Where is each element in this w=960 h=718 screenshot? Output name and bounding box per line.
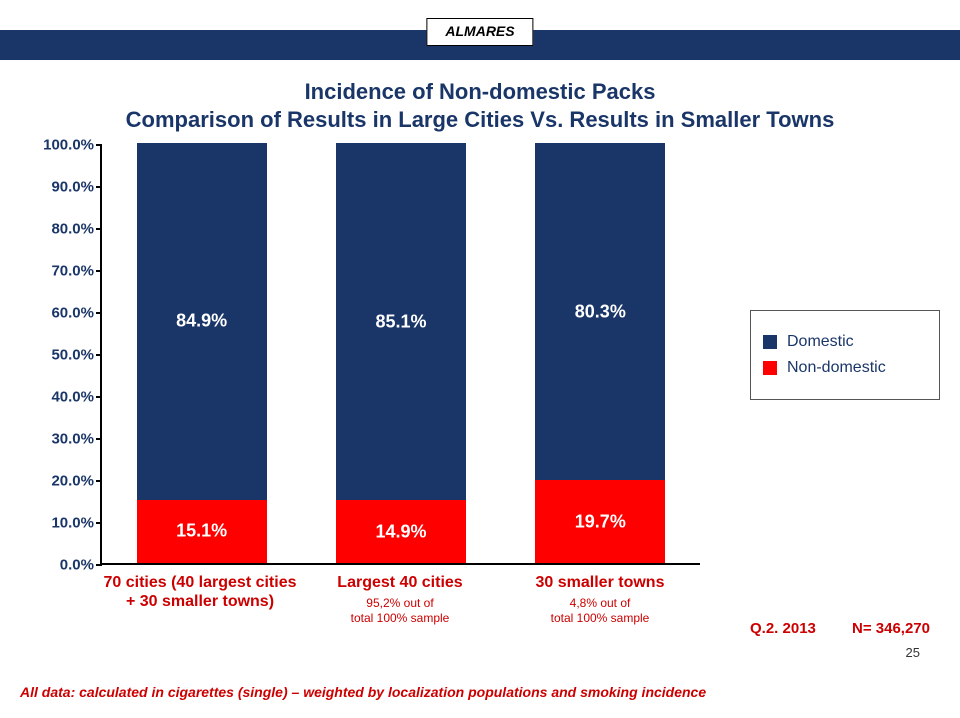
y-axis: 0.0%10.0%20.0%30.0%40.0%50.0%60.0%70.0%8… [30,145,100,565]
segment-label-domestic: 84.9% [176,311,227,332]
brand-text: ALMARES [445,23,514,39]
y-tick-mark [96,480,102,482]
y-tick-mark [96,270,102,272]
category-column: 30 smaller towns 4,8% out oftotal 100% sa… [500,573,700,626]
category-main-label: Largest 40 cities [300,573,500,592]
y-tick-label: 30.0% [51,431,94,448]
legend-label-domestic: Domestic [787,333,854,351]
category-main-label: 70 cities (40 largest cities + 30 smalle… [100,573,300,611]
segment-nondomestic: 14.9% [336,500,466,563]
brand-box: ALMARES [426,18,533,46]
title-block: Incidence of Non-domestic Packs Comparis… [0,78,960,133]
y-tick-label: 90.0% [51,179,94,196]
segment-label-nondomestic: 19.7% [575,511,626,532]
stacked-bar: 15.1% 84.9% [137,143,267,563]
category-column: 70 cities (40 largest cities + 30 smalle… [100,573,300,626]
y-tick-label: 0.0% [60,557,94,574]
bar-column: 14.9% 85.1% [301,145,500,563]
y-tick-mark [96,354,102,356]
segment-domestic: 80.3% [535,143,665,480]
y-tick-label: 70.0% [51,263,94,280]
segment-label-nondomestic: 14.9% [375,521,426,542]
plot-area: 15.1% 84.9% 14.9% 85.1% 19.7% 80.3% [100,145,700,565]
y-tick-mark [96,228,102,230]
y-tick-label: 60.0% [51,305,94,322]
legend-swatch-domestic [763,335,777,349]
segment-nondomestic: 19.7% [535,480,665,563]
segment-nondomestic: 15.1% [137,500,267,563]
y-tick-label: 40.0% [51,389,94,406]
segment-label-nondomestic: 15.1% [176,521,227,542]
footnote: All data: calculated in cigarettes (sing… [20,684,706,700]
title-line-2: Comparison of Results in Large Cities Vs… [0,106,960,134]
stacked-bar: 19.7% 80.3% [535,143,665,563]
segment-domestic: 85.1% [336,143,466,500]
y-tick-label: 10.0% [51,515,94,532]
y-tick-label: 80.0% [51,221,94,238]
legend: Domestic Non-domestic [750,310,940,400]
category-labels: 70 cities (40 largest cities + 30 smalle… [100,573,700,626]
legend-item-domestic: Domestic [763,333,927,351]
legend-swatch-nondomestic [763,361,777,375]
segment-label-domestic: 80.3% [575,301,626,322]
page-number: 25 [906,645,920,660]
y-tick-label: 50.0% [51,347,94,364]
category-sub-label: 4,8% out oftotal 100% sample [500,596,700,626]
bars-container: 15.1% 84.9% 14.9% 85.1% 19.7% 80.3% [102,145,700,563]
legend-item-nondomestic: Non-domestic [763,359,927,377]
category-main-label: 30 smaller towns [500,573,700,592]
chart: 0.0% 10.0% 20.0% 30.0% 40.0% 50.0% 60.0% 70.0% 8… [30,145,730,605]
bar-column: 15.1% 84.9% [102,145,301,563]
y-tick-label: 20.0% [51,473,94,490]
y-tick-mark [96,144,102,146]
legend-label-nondomestic: Non-domestic [787,359,886,377]
segment-domestic: 84.9% [137,143,267,500]
y-tick-mark [96,522,102,524]
title-line-1: Incidence of Non-domestic Packs [0,78,960,106]
stacked-bar: 14.9% 85.1% [336,143,466,563]
y-tick-label: 100.0% [43,137,94,154]
question-ref: Q.2. 2013 [750,620,816,637]
y-tick-mark [96,186,102,188]
bar-column: 19.7% 80.3% [501,145,700,563]
category-sub-label: 95,2% out oftotal 100% sample [300,596,500,626]
y-tick-mark [96,312,102,314]
sample-size: N= 346,270 [852,620,930,637]
category-column: Largest 40 cities 95,2% out oftotal 100% … [300,573,500,626]
y-tick-mark [96,438,102,440]
y-tick-mark [96,564,102,566]
y-tick-mark [96,396,102,398]
segment-label-domestic: 85.1% [375,311,426,332]
